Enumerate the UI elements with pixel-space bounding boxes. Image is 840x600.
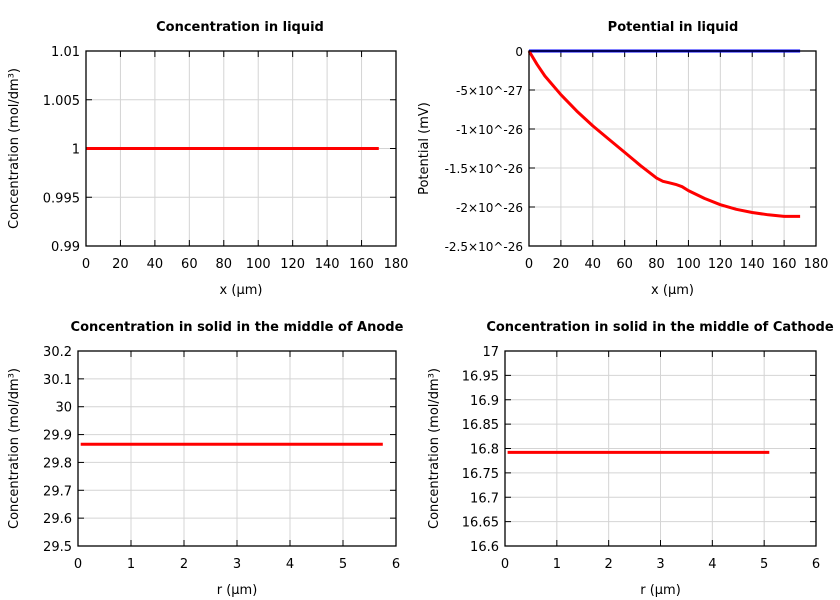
series-line-2 bbox=[527, 50, 801, 218]
y-tick-label: 29.6 bbox=[43, 512, 72, 527]
x-tick-label: 60 bbox=[616, 257, 633, 272]
y-tick-label: 30.2 bbox=[43, 345, 72, 360]
y-tick-label: 1 bbox=[72, 143, 80, 158]
x-tick-label: 180 bbox=[804, 257, 829, 272]
plot-frame bbox=[504, 350, 817, 547]
subplot-2: 0 20 40 60 80 100 120 140 160 180 -2.5×10^-26 -2×10… bbox=[417, 20, 828, 298]
x-tick-label: 5 bbox=[339, 557, 347, 572]
chart-title: Potential in liquid bbox=[608, 20, 739, 35]
y-tick-label: 16.8 bbox=[470, 443, 499, 458]
y-axis-label: Potential (mV) bbox=[417, 102, 432, 195]
y-tick-label: 16.75 bbox=[462, 467, 499, 482]
y-tick-label: 29.7 bbox=[43, 484, 72, 499]
x-tick-label: 0 bbox=[82, 257, 90, 272]
x-tick-label: 40 bbox=[147, 257, 164, 272]
y-tick-label: 29.9 bbox=[43, 429, 72, 444]
x-tick-label: 2 bbox=[180, 557, 188, 572]
x-tick-label: 1 bbox=[553, 557, 561, 572]
x-tick-label: 100 bbox=[246, 257, 271, 272]
subplot-4: 0 1 2 3 4 5 6 16.6 16.65 16.7 16.75 16.8 16.85 16.9 16… bbox=[427, 320, 834, 598]
y-tick-label: -2.5×10^-26 bbox=[445, 240, 523, 254]
chart-title: Concentration in solid in the middle of … bbox=[71, 320, 404, 335]
y-tick-label: 29.5 bbox=[43, 540, 72, 555]
y-tick-label: 0.99 bbox=[51, 240, 80, 255]
x-tick-label: 160 bbox=[349, 257, 374, 272]
y-tick-label: 17 bbox=[482, 345, 499, 360]
y-tick-label: 1.005 bbox=[43, 94, 80, 109]
chart-title: Concentration in liquid bbox=[156, 20, 324, 35]
plot-frame bbox=[77, 350, 397, 547]
y-axis-label: Concentration (mol/dm³) bbox=[427, 368, 442, 529]
x-tick-label: 3 bbox=[656, 557, 664, 572]
x-tick-label: 180 bbox=[384, 257, 409, 272]
x-tick-label: 6 bbox=[392, 557, 400, 572]
x-tick-label: 6 bbox=[812, 557, 820, 572]
x-tick-label: 2 bbox=[605, 557, 613, 572]
x-tick-label: 120 bbox=[280, 257, 305, 272]
subplot-3: 0 1 2 3 4 5 6 29.5 29.6 29.7 29.8 29.9 30 30.1 30.2 Con… bbox=[7, 320, 404, 598]
y-tick-label: 16.6 bbox=[470, 540, 499, 555]
x-tick-label: 60 bbox=[181, 257, 198, 272]
x-tick-label: 1 bbox=[127, 557, 135, 572]
x-tick-label: 20 bbox=[112, 257, 129, 272]
x-tick-label: 160 bbox=[772, 257, 797, 272]
x-tick-label: 4 bbox=[708, 557, 716, 572]
y-tick-label: 16.95 bbox=[462, 369, 499, 384]
chart-title: Concentration in solid in the middle of … bbox=[486, 320, 834, 335]
x-tick-label: 3 bbox=[233, 557, 241, 572]
y-tick-label: 30 bbox=[55, 401, 72, 416]
x-tick-label: 140 bbox=[315, 257, 340, 272]
y-axis-label: Concentration (mol/dm³) bbox=[7, 68, 22, 229]
subplot-1: 0 20 40 60 80 100 120 140 160 180 0.99 0.995 1 1.005 1… bbox=[7, 20, 408, 298]
y-tick-label: 1.01 bbox=[51, 45, 80, 60]
x-tick-label: 0 bbox=[501, 557, 509, 572]
x-tick-label: 100 bbox=[676, 257, 701, 272]
x-tick-label: 5 bbox=[760, 557, 768, 572]
y-tick-label: 16.65 bbox=[462, 516, 499, 531]
y-tick-label: 0.995 bbox=[43, 191, 80, 206]
x-axis-label: x (µm) bbox=[220, 283, 263, 298]
x-tick-label: 20 bbox=[553, 257, 570, 272]
x-axis-label: r (µm) bbox=[217, 583, 258, 598]
x-tick-label: 4 bbox=[286, 557, 294, 572]
x-tick-label: 40 bbox=[585, 257, 602, 272]
y-tick-label: 16.85 bbox=[462, 418, 499, 433]
y-tick-label: -2×10^-26 bbox=[456, 201, 523, 215]
y-axis-label: Concentration (mol/dm³) bbox=[7, 368, 22, 529]
x-tick-label: 80 bbox=[216, 257, 233, 272]
x-tick-label: 0 bbox=[525, 257, 533, 272]
x-tick-label: 140 bbox=[740, 257, 765, 272]
y-tick-label: -1.5×10^-26 bbox=[445, 162, 523, 176]
plot-frame bbox=[528, 50, 817, 247]
x-tick-label: 0 bbox=[74, 557, 82, 572]
x-tick-label: 120 bbox=[708, 257, 733, 272]
y-tick-label: 0 bbox=[515, 45, 523, 59]
y-tick-label: -5×10^-27 bbox=[456, 84, 523, 98]
x-tick-label: 80 bbox=[648, 257, 665, 272]
y-tick-label: -1×10^-26 bbox=[456, 123, 523, 137]
x-axis-label: x (µm) bbox=[651, 283, 694, 298]
x-axis-label: r (µm) bbox=[640, 583, 681, 598]
y-tick-label: 30.1 bbox=[43, 373, 72, 388]
y-tick-label: 16.7 bbox=[470, 491, 499, 506]
y-tick-label: 29.8 bbox=[43, 456, 72, 471]
plot-frame bbox=[85, 50, 397, 247]
y-tick-label: 16.9 bbox=[470, 394, 499, 409]
